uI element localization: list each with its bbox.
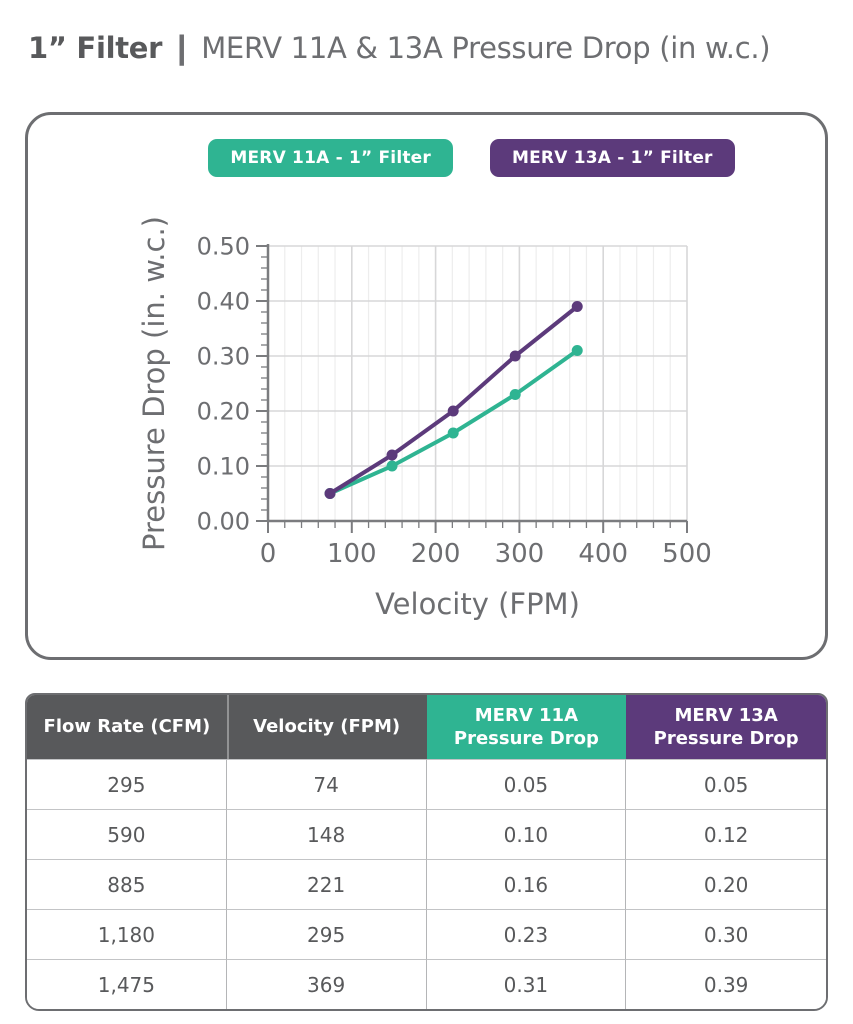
x-tick-label: 500 — [662, 539, 712, 569]
y-axis-title: Pressure Drop (in. w.c.) — [137, 216, 171, 551]
y-tick-label: 0.40 — [197, 288, 250, 316]
data-point-merv11a — [509, 389, 521, 400]
pressure-drop-table: Flow Rate (CFM) Velocity (FPM) MERV 11A Pre… — [25, 693, 828, 1011]
y-tick-label: 0.10 — [197, 453, 250, 481]
x-tick-label: 0 — [260, 539, 277, 569]
column-header-line: Flow Rate (CFM) — [43, 716, 211, 738]
page-title: 1” Filter | MERV 11A & 13A Pressure Drop… — [28, 30, 771, 66]
table-cell-r1-c3: 0.12 — [626, 809, 826, 859]
column-header-2: MERV 11A Pressure Drop — [426, 695, 627, 759]
x-tick-label: 300 — [495, 539, 545, 569]
x-axis-title: Velocity (FPM) — [375, 587, 580, 621]
column-header-1: Velocity (FPM) — [226, 695, 427, 759]
data-point-merv13a — [447, 405, 459, 417]
y-tick-label: 0.50 — [197, 233, 250, 261]
y-tick-label: 0.00 — [197, 508, 250, 536]
table-cell-r0-c2: 0.05 — [426, 759, 627, 809]
table-cell-r4-c3: 0.39 — [626, 959, 826, 1009]
title-separator: | — [174, 30, 190, 66]
title-product: 1” Filter — [28, 31, 163, 65]
x-tick-label: 400 — [578, 539, 628, 569]
data-point-merv13a — [324, 488, 336, 499]
table-cell-r4-c2: 0.31 — [426, 959, 627, 1009]
pressure-drop-chart: 0.00 0.10 0.20 0.30 0.40 0.50 0 100 200 300 400 500… — [137, 216, 712, 621]
table-cell-r3-c2: 0.23 — [426, 909, 627, 959]
column-header-0: Flow Rate (CFM) — [27, 695, 227, 759]
column-header-line: Pressure Drop — [453, 728, 599, 749]
table-cell-r2-c1: 221 — [226, 859, 427, 909]
table-cell-r1-c0: 590 — [27, 809, 227, 859]
data-point-merv13a — [386, 449, 398, 461]
table-cell-r3-c3: 0.30 — [626, 909, 826, 959]
table-cell-r0-c3: 0.05 — [626, 759, 826, 809]
data-point-merv11a — [571, 345, 583, 356]
data-point-merv13a — [509, 350, 521, 362]
data-point-merv13a — [571, 301, 583, 312]
table-cell-r1-c2: 0.10 — [426, 809, 627, 859]
y-tick-label: 0.20 — [197, 398, 250, 426]
column-header-line: MERV 13A — [674, 704, 778, 726]
table-cell-r3-c0: 1,180 — [27, 909, 227, 959]
table-cell-r1-c1: 148 — [226, 809, 427, 859]
table-cell-r2-c2: 0.16 — [426, 859, 627, 909]
x-tick-label: 200 — [411, 539, 461, 569]
column-header-line: Pressure Drop — [653, 728, 799, 749]
column-header-3: MERV 13A Pressure Drop — [626, 695, 826, 759]
legend-badge-merv13a: MERV 13A - 1” Filter — [490, 139, 735, 177]
x-tick-label: 100 — [327, 539, 377, 569]
chart-legend: MERV 11A - 1” Filter MERV 13A - 1” Filte… — [73, 139, 853, 177]
data-point-merv11a — [447, 427, 459, 439]
table-cell-r4-c0: 1,475 — [27, 959, 227, 1009]
table-cell-r2-c0: 885 — [27, 859, 227, 909]
table-cell-r0-c0: 295 — [27, 759, 227, 809]
table-cell-r4-c1: 369 — [226, 959, 427, 1009]
data-point-merv11a — [386, 460, 398, 472]
chart-card: MERV 11A - 1” Filter MERV 13A - 1” Filte… — [25, 112, 828, 660]
column-header-line: MERV 11A — [474, 704, 578, 726]
table-cell-r3-c1: 295 — [226, 909, 427, 959]
table-cell-r0-c1: 74 — [226, 759, 427, 809]
title-description: MERV 11A & 13A Pressure Drop (in w.c.) — [201, 31, 771, 65]
column-header-line: Velocity (FPM) — [253, 716, 401, 738]
table-cell-r2-c3: 0.20 — [626, 859, 826, 909]
y-tick-label: 0.30 — [197, 343, 250, 371]
legend-badge-merv11a: MERV 11A - 1” Filter — [208, 139, 453, 177]
